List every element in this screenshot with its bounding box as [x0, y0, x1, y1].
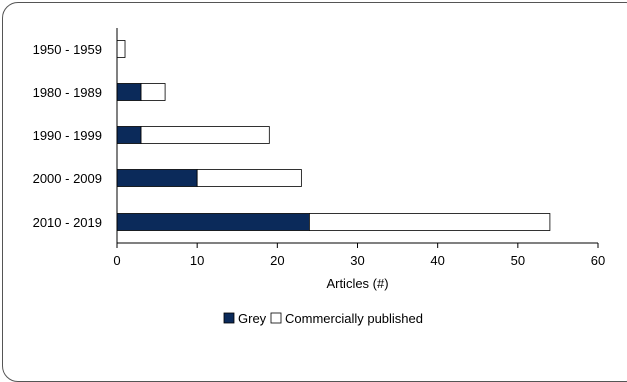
category-label-2: 1990 - 1999	[33, 128, 102, 143]
x-tick-label-0: 0	[113, 253, 120, 268]
category-label-3: 2000 - 2009	[33, 171, 102, 186]
legend: Grey Commercially published	[223, 311, 423, 326]
x-tick-label-2: 20	[270, 253, 284, 268]
bar-commercially-published-4	[308, 213, 551, 231]
bar-grey-2	[116, 126, 142, 144]
bar-commercially-published-2	[140, 126, 270, 144]
x-tick-label-6: 60	[591, 253, 605, 268]
bar-grey-4	[116, 213, 310, 231]
x-tick-label-3: 30	[350, 253, 364, 268]
bars-layer	[116, 40, 551, 231]
category-label-1: 1980 - 1989	[33, 85, 102, 100]
legend-label-grey: Grey	[238, 311, 267, 326]
x-axis-ticks: 0 10 20 30 40 50 60	[113, 243, 605, 268]
x-axis-title: Articles (#)	[326, 276, 388, 291]
bar-grey-1	[116, 83, 142, 101]
category-label-0: 1950 - 1959	[33, 42, 102, 57]
x-tick-label-1: 10	[190, 253, 204, 268]
stacked-bar-chart: 1950 - 1959 1980 - 1989 1990 - 1999 2000 - …	[33, 28, 605, 326]
bar-commercially-published-3	[196, 169, 302, 187]
bar-commercially-published-0	[116, 40, 126, 58]
category-label-4: 2010 - 2019	[33, 215, 102, 230]
bar-grey-3	[116, 169, 198, 187]
legend-swatch-commercially-published	[270, 312, 282, 324]
legend-label-commercially-published: Commercially published	[285, 311, 423, 326]
category-labels: 1950 - 1959 1980 - 1989 1990 - 1999 2000 - …	[33, 42, 102, 230]
bar-commercially-published-1	[140, 83, 166, 101]
x-tick-label-4: 40	[430, 253, 444, 268]
x-tick-label-5: 50	[511, 253, 525, 268]
legend-swatch-grey	[223, 312, 235, 324]
